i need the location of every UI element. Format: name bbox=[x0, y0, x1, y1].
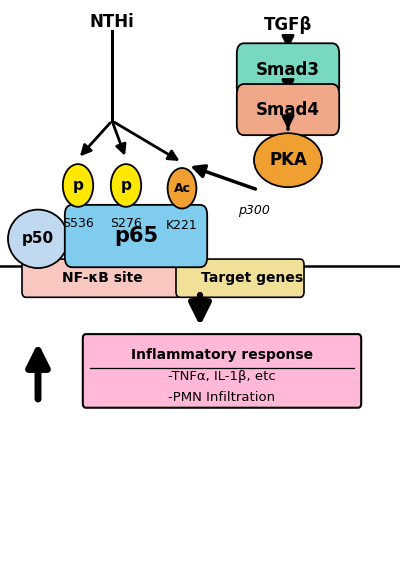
Text: K221: K221 bbox=[166, 219, 198, 232]
FancyBboxPatch shape bbox=[22, 259, 182, 297]
FancyBboxPatch shape bbox=[237, 84, 339, 135]
Text: p65: p65 bbox=[114, 226, 158, 246]
Text: NF-κB site: NF-κB site bbox=[62, 271, 142, 285]
Text: S536: S536 bbox=[62, 217, 94, 230]
Text: p: p bbox=[72, 178, 84, 193]
Text: Smad4: Smad4 bbox=[256, 101, 320, 119]
Text: p300: p300 bbox=[238, 204, 270, 217]
FancyBboxPatch shape bbox=[83, 334, 361, 408]
Text: Smad3: Smad3 bbox=[256, 61, 320, 79]
Text: PKA: PKA bbox=[269, 151, 307, 169]
Circle shape bbox=[63, 164, 93, 207]
FancyBboxPatch shape bbox=[237, 43, 339, 97]
Text: NTHi: NTHi bbox=[90, 13, 134, 31]
FancyBboxPatch shape bbox=[176, 259, 304, 297]
Text: -TNFα, IL-1β, etc: -TNFα, IL-1β, etc bbox=[168, 370, 276, 383]
Circle shape bbox=[168, 168, 196, 209]
Ellipse shape bbox=[254, 133, 322, 187]
Circle shape bbox=[111, 164, 141, 207]
Text: Inflammatory response: Inflammatory response bbox=[131, 348, 313, 362]
Ellipse shape bbox=[8, 210, 68, 268]
Text: Ac: Ac bbox=[174, 182, 190, 195]
Text: p50: p50 bbox=[22, 232, 54, 246]
Text: TGFβ: TGFβ bbox=[264, 16, 312, 34]
Text: S276: S276 bbox=[110, 217, 142, 230]
FancyBboxPatch shape bbox=[65, 205, 207, 268]
Text: -PMN Infiltration: -PMN Infiltration bbox=[168, 391, 276, 405]
Text: p: p bbox=[120, 178, 132, 193]
Text: Target genes: Target genes bbox=[201, 271, 303, 285]
